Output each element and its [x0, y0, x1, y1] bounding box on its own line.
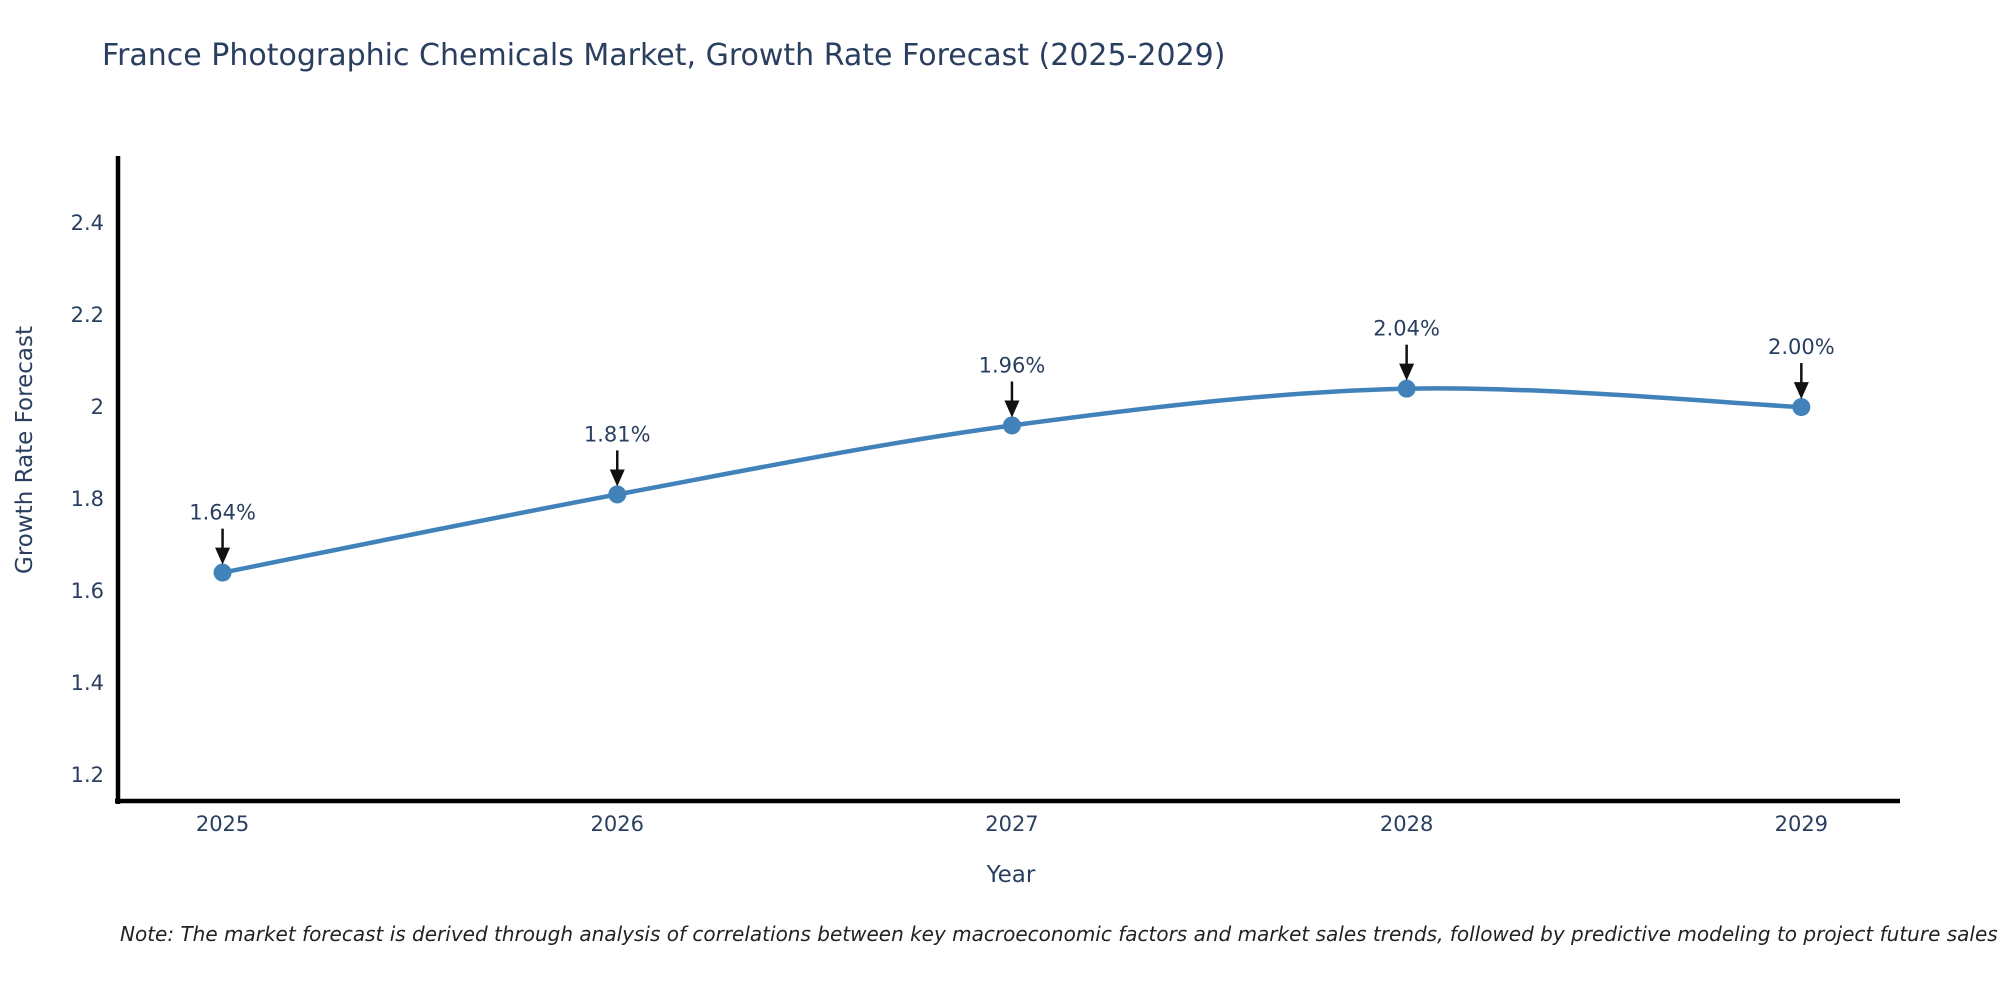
point-annotation-label: 1.64% [189, 501, 256, 525]
point-annotation-label: 2.04% [1373, 317, 1440, 341]
annotation-arrowhead-icon [215, 547, 231, 565]
y-tick-label: 1.6 [71, 579, 104, 603]
x-axis-title: Year [986, 862, 1036, 888]
x-tick-label: 2028 [1380, 812, 1433, 836]
footnote: Note: The market forecast is derived thr… [120, 922, 1998, 946]
y-tick-label: 2.2 [71, 303, 104, 327]
data-point-marker[interactable] [213, 563, 232, 582]
page-title: France Photographic Chemicals Market, Gr… [102, 38, 1226, 73]
data-point-marker[interactable] [1002, 416, 1021, 435]
y-tick-label: 2 [91, 395, 104, 419]
y-tick-label: 1.8 [71, 487, 104, 511]
data-point-marker[interactable] [1397, 379, 1416, 398]
annotation-arrowhead-icon [1004, 400, 1020, 418]
y-tick-label: 1.4 [71, 671, 104, 695]
x-tick-label: 2026 [591, 812, 644, 836]
x-tick-label: 2027 [985, 812, 1038, 836]
point-annotation-label: 2.00% [1768, 335, 1835, 359]
annotation-arrowhead-icon [1399, 363, 1415, 381]
y-tick-label: 2.4 [71, 211, 104, 235]
data-point-marker[interactable] [608, 485, 627, 504]
x-tick-label: 2025 [196, 812, 249, 836]
point-annotation-label: 1.96% [979, 353, 1046, 377]
data-point-marker[interactable] [1792, 398, 1811, 417]
annotation-arrowhead-icon [1793, 382, 1809, 400]
point-annotation-label: 1.81% [584, 422, 651, 446]
annotation-arrowhead-icon [609, 469, 625, 487]
y-tick-label: 1.2 [71, 763, 104, 787]
x-tick-label: 2029 [1775, 812, 1828, 836]
